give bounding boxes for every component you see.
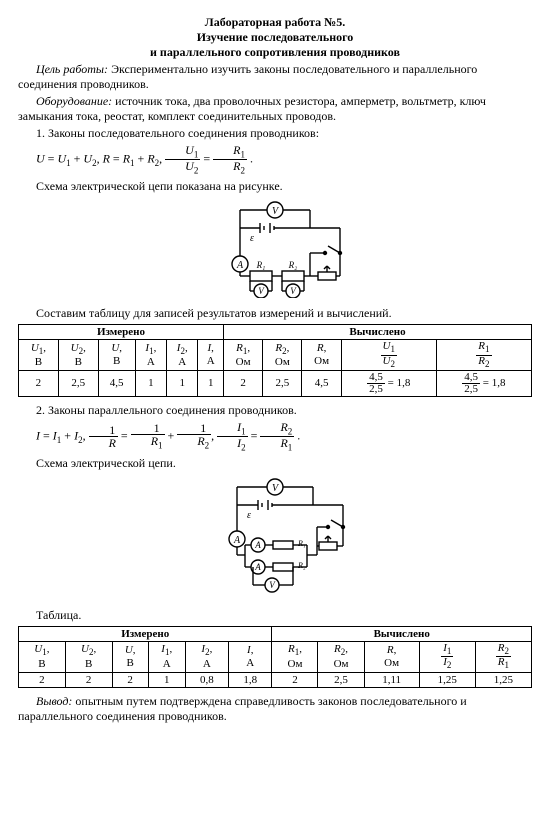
- svg-text:A: A: [254, 540, 261, 550]
- c: U,В: [98, 340, 135, 370]
- equip-label: Оборудование:: [36, 94, 112, 108]
- v: 2: [223, 370, 262, 396]
- c: I1,А: [148, 642, 185, 672]
- c: R,Ом: [364, 642, 419, 672]
- v: 1: [167, 370, 198, 396]
- c: I,А: [198, 340, 224, 370]
- svg-text:ε: ε: [250, 233, 254, 244]
- v: 2: [112, 672, 148, 688]
- section-2: 2. Законы параллельного соединения прово…: [18, 403, 532, 418]
- t1-hdr-calc: Вычислено: [223, 324, 531, 340]
- c: I2,А: [185, 642, 228, 672]
- goal-label: Цель работы:: [36, 62, 108, 76]
- svg-text:R₂: R₂: [288, 260, 298, 270]
- conclusion: Вывод: опытным путем подтверждена справе…: [18, 694, 532, 724]
- svg-text:A: A: [254, 562, 261, 572]
- v: 1,25: [475, 672, 531, 688]
- c: R2,Ом: [263, 340, 302, 370]
- title-line-2: Изучение последовательного: [18, 30, 532, 45]
- formula-parallel: I = I1 + I2, 1R = 1R1 + 1R2, I1I2 = R2R1…: [18, 421, 532, 453]
- t2-hdr-calc: Вычислено: [272, 626, 532, 642]
- v: 2,5: [318, 672, 364, 688]
- v: 4,5: [98, 370, 135, 396]
- c: R2,Ом: [318, 642, 364, 672]
- v: 4,52,5 = 1,8: [341, 370, 436, 396]
- v: 2: [19, 672, 66, 688]
- c: R1R2: [436, 340, 531, 370]
- svg-text:V: V: [258, 286, 265, 296]
- v: 1: [198, 370, 224, 396]
- svg-text:V: V: [272, 206, 280, 217]
- t2-hdr-meas: Измерено: [19, 626, 272, 642]
- svg-text:A: A: [236, 260, 244, 271]
- scheme-2-label: Схема электрической цепи.: [18, 456, 532, 471]
- v: 2,5: [263, 370, 302, 396]
- formula-series: U = U1 + U2, R = R1 + R2, U1U2 = R1R2 .: [18, 144, 532, 176]
- scheme-1-label: Схема электрической цепи показана на рис…: [18, 179, 532, 194]
- svg-text:ε: ε: [247, 510, 251, 521]
- svg-text:V: V: [269, 580, 276, 590]
- t1-hdr-meas: Измерено: [19, 324, 224, 340]
- c: I1I2: [419, 642, 475, 672]
- title-line-1: Лабораторная работа №5.: [18, 15, 532, 30]
- svg-text:R₁: R₁: [256, 260, 266, 270]
- section-1: 1. Законы последовательного соединения п…: [18, 126, 532, 141]
- c: U2,В: [58, 340, 98, 370]
- v: 1: [148, 672, 185, 688]
- conclusion-text: опытным путем подтверждена справедливост…: [18, 694, 467, 723]
- v: 4,5: [302, 370, 341, 396]
- table-1: ИзмереноВычислено U1,В U2,В U,В I1,А I2,…: [18, 324, 532, 397]
- svg-text:V: V: [272, 483, 280, 494]
- v: 1,8: [229, 672, 272, 688]
- svg-text:R₁: R₁: [297, 539, 306, 548]
- svg-text:A: A: [233, 535, 241, 546]
- c: R1,Ом: [223, 340, 262, 370]
- v: 1: [135, 370, 166, 396]
- v: 2: [272, 672, 318, 688]
- svg-text:V: V: [290, 286, 297, 296]
- c: U1U2: [341, 340, 436, 370]
- v: 1,11: [364, 672, 419, 688]
- circuit-diagram-1: V ε A R₁ R₂ V V: [18, 198, 532, 302]
- c: R,Ом: [302, 340, 341, 370]
- table-2-caption: Таблица.: [18, 608, 532, 623]
- table-1-caption: Составим таблицу для записей результатов…: [18, 306, 532, 321]
- c: U1,В: [19, 340, 59, 370]
- c: R1,Ом: [272, 642, 318, 672]
- c: U,В: [112, 642, 148, 672]
- svg-text:R₂: R₂: [297, 561, 306, 570]
- circuit-diagram-2: V ε A A R₁ A R₂ V: [18, 475, 532, 604]
- c: I,А: [229, 642, 272, 672]
- c: I1,А: [135, 340, 166, 370]
- c: R2R1: [475, 642, 531, 672]
- v: 4,52,5 = 1,8: [436, 370, 531, 396]
- v: 2: [65, 672, 112, 688]
- goal-para: Цель работы: Экспериментально изучить за…: [18, 62, 532, 92]
- c: I2,А: [167, 340, 198, 370]
- table-2: ИзмереноВычислено U1,В U2,В U,В I1,А I2,…: [18, 626, 532, 689]
- v: 1,25: [419, 672, 475, 688]
- v: 0,8: [185, 672, 228, 688]
- v: 2: [19, 370, 59, 396]
- c: U1,В: [19, 642, 66, 672]
- title-line-3: и параллельного сопротивления проводнико…: [18, 45, 532, 60]
- c: U2,В: [65, 642, 112, 672]
- conclusion-label: Вывод:: [36, 694, 72, 708]
- equip-para: Оборудование: источник тока, два проволо…: [18, 94, 532, 124]
- v: 2,5: [58, 370, 98, 396]
